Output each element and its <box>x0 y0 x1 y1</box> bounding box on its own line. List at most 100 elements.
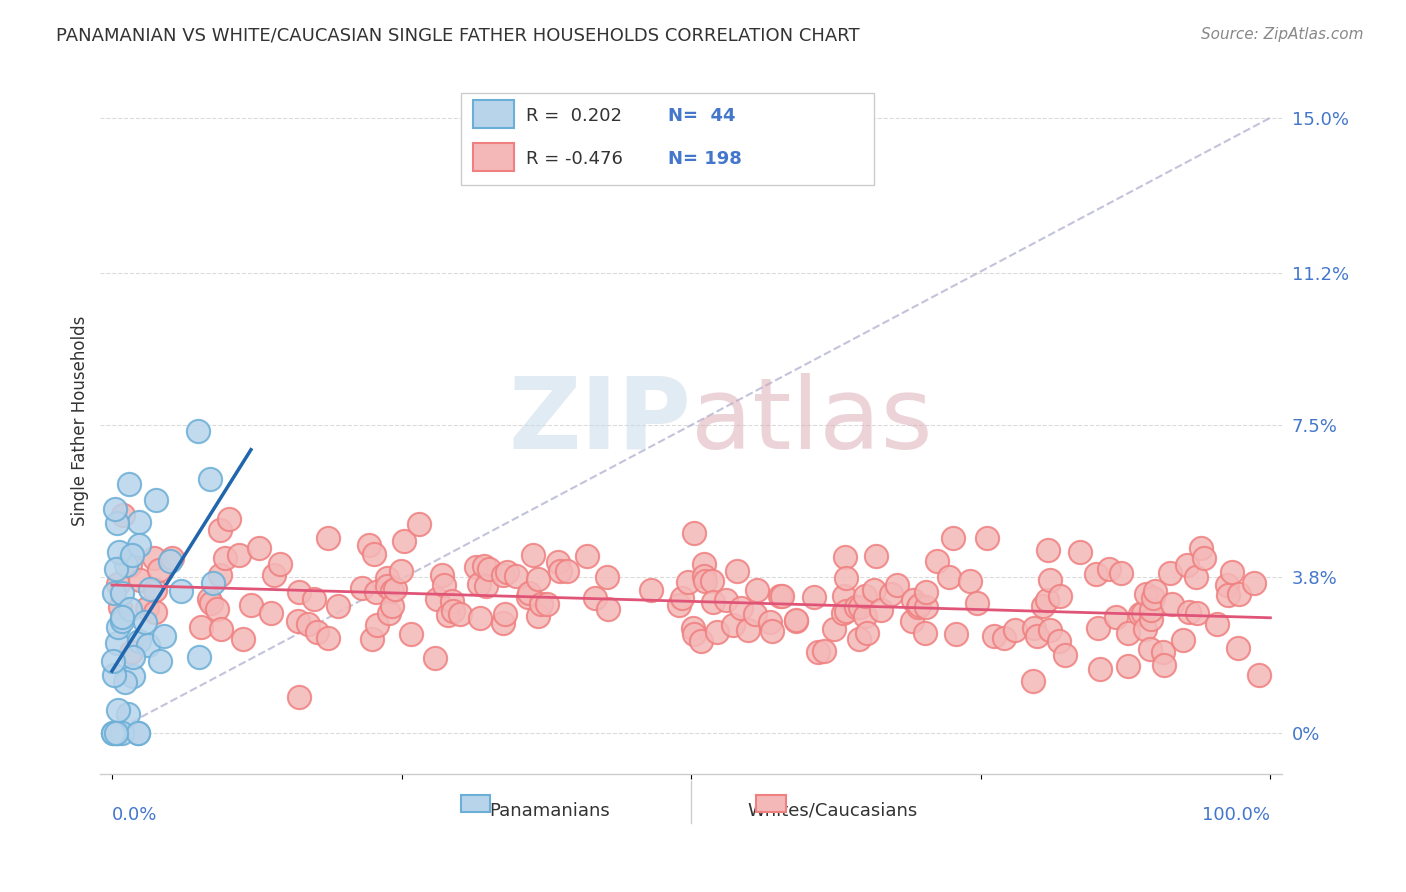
Point <box>1159 566 1181 580</box>
Text: ZIP: ZIP <box>509 373 692 469</box>
Point <box>945 627 967 641</box>
Point <box>683 525 706 540</box>
Point <box>105 516 128 531</box>
Point <box>761 624 783 638</box>
Point <box>326 599 349 613</box>
Point <box>128 515 150 529</box>
Point <box>693 569 716 583</box>
Point <box>111 725 134 739</box>
Point <box>492 568 515 582</box>
Point <box>862 582 884 597</box>
Point <box>769 589 792 603</box>
Text: Whites/Caucasians: Whites/Caucasians <box>748 802 918 820</box>
Point <box>202 576 225 591</box>
Point <box>381 583 404 598</box>
Point <box>517 586 540 600</box>
Point <box>287 585 309 599</box>
Point <box>239 598 262 612</box>
Point <box>1135 622 1157 636</box>
Point <box>302 592 325 607</box>
Point <box>668 599 690 613</box>
Text: Panamanians: Panamanians <box>489 802 610 820</box>
Point <box>1226 641 1249 656</box>
Point <box>942 531 965 545</box>
Point <box>494 607 516 622</box>
Point <box>423 651 446 665</box>
Point <box>834 571 856 585</box>
Point <box>530 597 553 611</box>
Point <box>745 582 768 597</box>
Point <box>287 614 309 628</box>
Point <box>108 599 131 614</box>
Point <box>121 649 143 664</box>
Point <box>1132 606 1154 620</box>
Point <box>706 624 728 639</box>
Point <box>1142 591 1164 605</box>
Point <box>1185 607 1208 621</box>
Point <box>105 725 128 739</box>
Point <box>359 538 381 552</box>
Bar <box>472 100 515 128</box>
Point <box>307 624 329 639</box>
Point <box>853 608 876 623</box>
Point <box>865 549 887 564</box>
Point <box>683 627 706 641</box>
Text: Source: ZipAtlas.com: Source: ZipAtlas.com <box>1201 27 1364 42</box>
Point <box>1140 612 1163 626</box>
Point <box>107 725 129 739</box>
Point <box>214 551 236 566</box>
Point <box>938 570 960 584</box>
Point <box>441 594 464 608</box>
Bar <box>756 795 786 813</box>
Point <box>1220 565 1243 579</box>
Point <box>856 626 879 640</box>
Point <box>1021 673 1043 688</box>
Point <box>807 645 830 659</box>
Point <box>1053 648 1076 663</box>
Point <box>869 603 891 617</box>
Point <box>263 568 285 582</box>
Point <box>1036 543 1059 558</box>
Bar <box>472 143 515 170</box>
Point <box>120 645 142 659</box>
Point <box>966 597 988 611</box>
Point <box>785 614 807 628</box>
Point <box>1118 626 1140 640</box>
Point <box>1140 603 1163 617</box>
Point <box>1049 589 1071 603</box>
Point <box>547 555 569 569</box>
Point <box>122 669 145 683</box>
Point <box>114 674 136 689</box>
Point <box>730 600 752 615</box>
Point <box>475 578 498 592</box>
Point <box>1039 624 1062 638</box>
Point <box>139 582 162 596</box>
Point <box>725 564 748 578</box>
Point <box>316 531 339 545</box>
Point <box>103 585 125 599</box>
Point <box>1173 632 1195 647</box>
Point <box>145 493 167 508</box>
Point <box>596 602 619 616</box>
Point <box>585 591 607 605</box>
Point <box>886 577 908 591</box>
Y-axis label: Single Father Households: Single Father Households <box>72 316 89 526</box>
Point <box>676 574 699 589</box>
Point <box>682 621 704 635</box>
Point <box>1111 566 1133 580</box>
Point <box>170 584 193 599</box>
Point <box>914 626 936 640</box>
Point <box>101 654 124 668</box>
Point <box>1098 562 1121 576</box>
Point <box>803 591 825 605</box>
Point <box>1116 659 1139 673</box>
Point <box>127 725 149 739</box>
Point <box>737 623 759 637</box>
Point <box>375 571 398 585</box>
Point <box>1069 545 1091 559</box>
Point <box>129 573 152 587</box>
Point <box>1243 575 1265 590</box>
Point <box>232 632 254 646</box>
Point <box>111 610 134 624</box>
Point <box>436 607 458 622</box>
